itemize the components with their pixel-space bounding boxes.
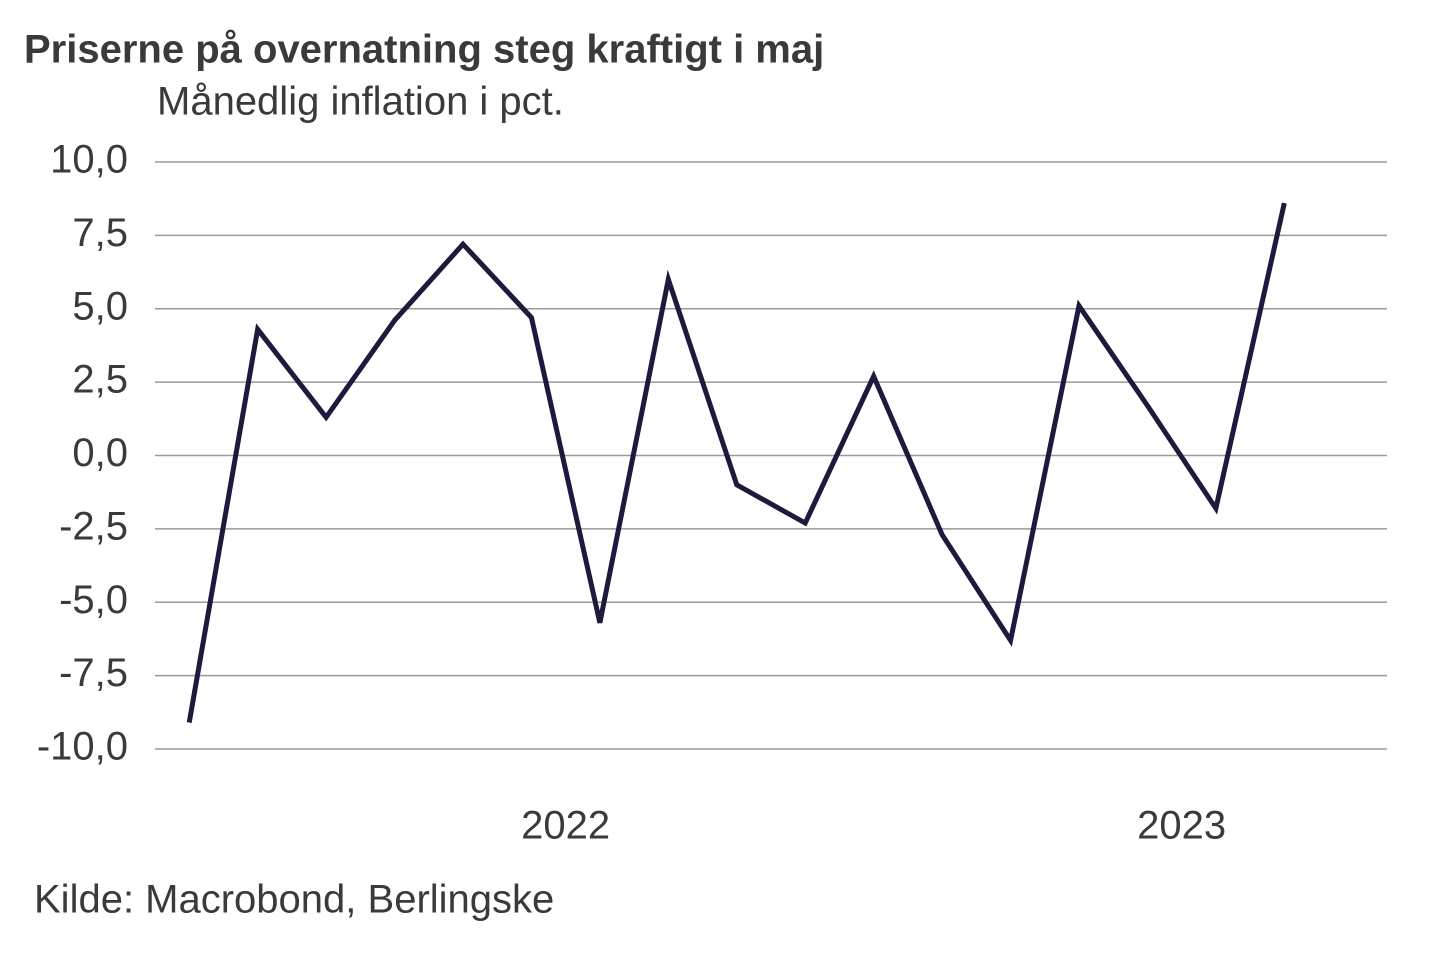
y-tick-label: -7,5 — [59, 651, 128, 695]
y-tick-label: 10,0 — [50, 138, 128, 182]
chart-title: Priserne på overnatning steg kraftigt i … — [24, 28, 824, 72]
y-tick-label: 7,5 — [72, 211, 128, 255]
y-tick-label: 0,0 — [72, 431, 128, 475]
data-line — [186, 202, 1287, 724]
x-tick-label: 2023 — [1137, 804, 1226, 848]
y-tick-label: 5,0 — [72, 284, 128, 328]
y-tick-label: -5,0 — [59, 578, 128, 622]
source: Kilde: Macrobond, Berlingske — [34, 878, 554, 922]
y-tick-label: -2,5 — [59, 504, 128, 548]
y-tick-label: -10,0 — [37, 725, 128, 769]
chart-subtitle: Månedlig inflation i pct. — [157, 80, 564, 124]
y-tick-label: 2,5 — [72, 358, 128, 402]
x-tick-label: 2022 — [521, 804, 610, 848]
